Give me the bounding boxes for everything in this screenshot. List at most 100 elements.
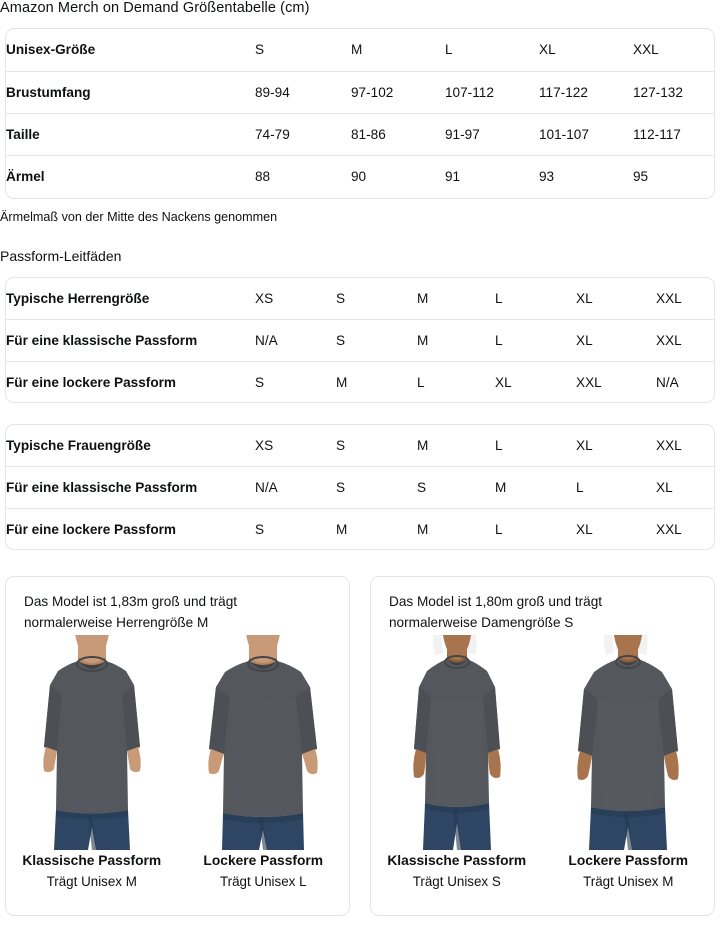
table-cell: L (495, 507, 576, 549)
table-cell: 74-79 (255, 112, 351, 155)
page-title: Amazon Merch on Demand Größentabelle (cm… (0, 0, 310, 16)
mens-classic-fit-photo (6, 635, 178, 850)
table-cell: XL (539, 42, 556, 58)
row-label: Für eine klassische Passform (6, 319, 255, 362)
table-cell: S (255, 507, 336, 549)
row-label: Brustumfang (6, 70, 255, 113)
mens-relaxed-fit-photo (178, 635, 350, 850)
fit-name: Lockere Passform (568, 853, 689, 868)
mens-fit-guide-table: Typische Herrengröße XS S M L XL XXL Für… (5, 277, 715, 403)
womens-model-panel: Das Model ist 1,80m groß und trägt norma… (370, 576, 715, 916)
fit-name: Klassische Passform (22, 853, 162, 868)
table-cell: XXL (656, 319, 714, 362)
measurement-table-grid: Unisex-Größe S M L XL XXL Brustumfang 89… (6, 29, 714, 197)
fit-name: Lockere Passform (203, 853, 324, 868)
table-cell: 95 (633, 154, 714, 197)
table-row: Für eine klassische Passform N/A S S M L… (6, 466, 714, 509)
table-cell: L (495, 438, 503, 454)
unisex-measurement-table: Unisex-Größe S M L XL XXL Brustumfang 89… (5, 28, 715, 199)
table-cell: 112-117 (633, 112, 714, 155)
table-cell: N/A (656, 360, 714, 402)
row-label: Taille (6, 112, 255, 155)
womens-fit-labels: Klassische Passform Trägt Unisex S Locke… (371, 851, 714, 892)
mens-fit-grid: Typische Herrengröße XS S M L XL XXL Für… (6, 278, 714, 402)
table-cell: S (336, 319, 417, 362)
table-cell: 107-112 (445, 70, 539, 113)
table-cell: S (336, 291, 346, 307)
table-cell: XXL (656, 291, 682, 307)
table-cell: XS (255, 438, 274, 454)
table-cell: XL (576, 291, 593, 307)
table-cell: XXL (656, 507, 714, 549)
table-cell: M (417, 438, 429, 454)
table-row: Für eine lockere Passform S M L XL XXL N… (6, 360, 714, 402)
womens-classic-fit-label-group: Klassische Passform Trägt Unisex S (371, 851, 543, 892)
table-cell: XL (576, 438, 593, 454)
table-cell: XL (495, 360, 576, 402)
table-cell: 97-102 (351, 70, 445, 113)
table-cell: S (255, 42, 265, 58)
table-cell: 81-86 (351, 112, 445, 155)
table-row: Typische Frauengröße XS S M L XL XXL (6, 425, 714, 467)
womens-relaxed-fit-photo (543, 635, 715, 850)
table-row: Ärmel 88 90 91 93 95 (6, 154, 714, 197)
fit-guide-heading: Passform-Leitfäden (0, 248, 122, 264)
table-row: Taille 74-79 81-86 91-97 101-107 112-117 (6, 112, 714, 155)
table-cell: 117-122 (539, 70, 633, 113)
table-cell: 90 (351, 154, 445, 197)
table-cell: M (336, 507, 417, 549)
table-row: Für eine lockere Passform S M M L XL XXL (6, 507, 714, 549)
table-cell: XS (255, 291, 274, 307)
table-cell: 91-97 (445, 112, 539, 155)
table-cell: 89-94 (255, 70, 351, 113)
table-row: Typische Herrengröße XS S M L XL XXL (6, 278, 714, 320)
table-cell: 127-132 (633, 70, 714, 113)
table-cell: XL (576, 319, 656, 362)
mens-relaxed-fit-label-group: Lockere Passform Trägt Unisex L (178, 851, 350, 892)
table-cell: XL (656, 466, 714, 509)
table-cell: N/A (255, 319, 336, 362)
table-cell: 91 (445, 154, 539, 197)
row-label: Unisex-Größe (6, 42, 96, 58)
table-cell: XXL (633, 42, 659, 58)
table-row: Unisex-Größe S M L XL XXL (6, 29, 714, 71)
mens-model-photos (6, 635, 349, 850)
mens-fit-labels: Klassische Passform Trägt Unisex M Locke… (6, 851, 349, 892)
fit-wears: Trägt Unisex M (583, 874, 674, 889)
mens-model-caption: Das Model ist 1,83m groß und trägt norma… (24, 594, 238, 630)
fit-wears: Trägt Unisex M (46, 874, 137, 889)
male-model-classic-figure (26, 635, 158, 850)
table-cell: 101-107 (539, 112, 633, 155)
table-cell: M (336, 360, 417, 402)
table-cell: M (417, 507, 495, 549)
table-cell: L (445, 42, 453, 58)
table-cell: L (417, 360, 495, 402)
table-cell: S (336, 438, 346, 454)
table-cell: L (495, 291, 503, 307)
womens-fit-grid: Typische Frauengröße XS S M L XL XXL Für… (6, 425, 714, 549)
table-cell: 88 (255, 154, 351, 197)
row-label: Für eine lockere Passform (6, 507, 255, 549)
womens-fit-guide-table: Typische Frauengröße XS S M L XL XXL Für… (5, 424, 715, 550)
row-label: Typische Frauengröße (6, 438, 151, 454)
womens-model-caption: Das Model ist 1,80m groß und trägt norma… (389, 594, 603, 630)
table-cell: S (417, 466, 495, 509)
table-cell: XXL (656, 438, 682, 454)
table-row: Brustumfang 89-94 97-102 107-112 117-122… (6, 70, 714, 113)
row-label: Ärmel (6, 154, 255, 197)
table-cell: XXL (576, 360, 656, 402)
table-cell: L (576, 466, 656, 509)
table-cell: L (495, 319, 576, 362)
womens-classic-fit-photo (371, 635, 543, 850)
row-label: Typische Herrengröße (6, 291, 150, 307)
fit-name: Klassische Passform (387, 853, 527, 868)
female-model-relaxed-figure (562, 635, 694, 850)
male-model-relaxed-figure (197, 635, 329, 850)
fit-wears: Trägt Unisex L (219, 874, 307, 889)
table-cell: XL (576, 507, 656, 549)
row-label: Für eine lockere Passform (6, 360, 255, 402)
table-cell: S (336, 466, 417, 509)
table-cell: N/A (255, 466, 336, 509)
table-cell: S (255, 360, 336, 402)
